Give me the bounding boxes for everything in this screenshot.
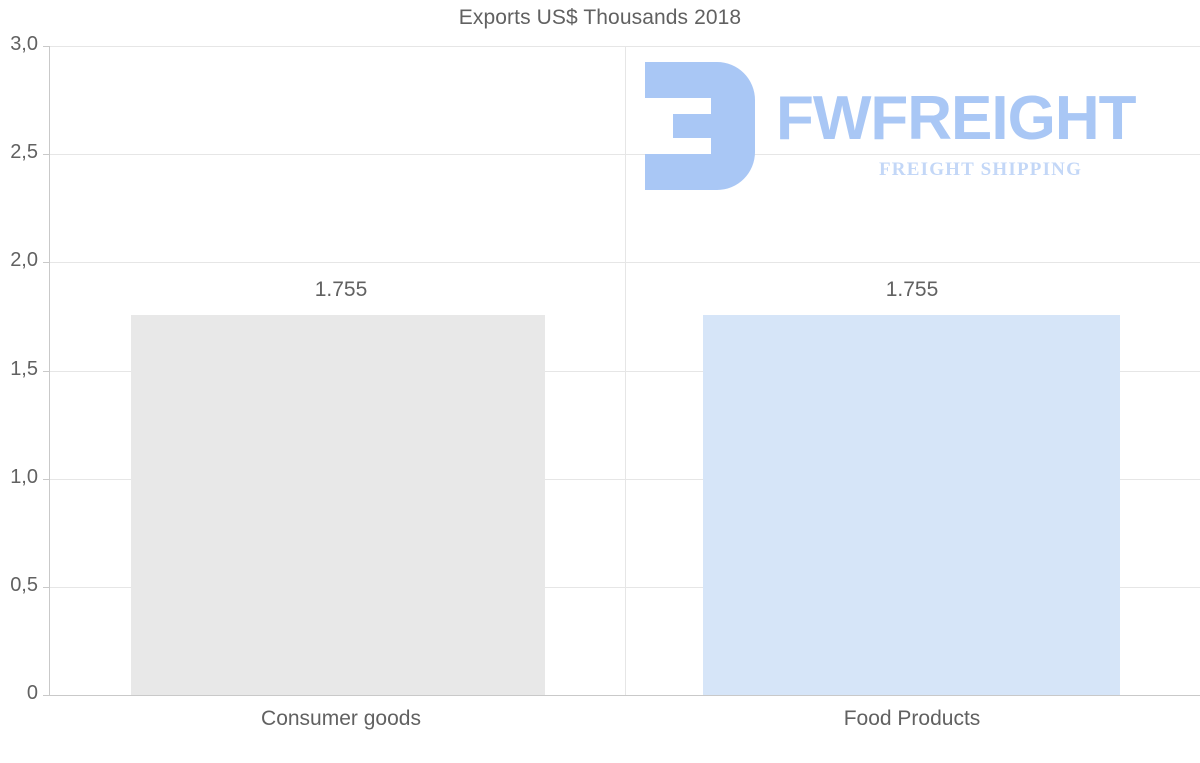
bar-food-products[interactable] (703, 315, 1120, 695)
y-tick-label-2-0: 2,0 (10, 249, 38, 271)
bar-value-label-consumer-goods: 1.755 (314, 278, 368, 301)
gridline-2-0 (49, 262, 1200, 263)
bar-consumer-goods[interactable] (131, 315, 545, 695)
y-tick-mark-1-5 (43, 371, 50, 372)
y-tick-label-0-5: 0,5 (10, 574, 38, 596)
gridline-1-5 (49, 371, 1200, 372)
x-tick-label-consumer-goods: Consumer goods (261, 707, 421, 730)
x-tick-label-food-products: Food Products (843, 707, 981, 730)
y-tick-label-1-0: 1,0 (10, 466, 38, 488)
y-tick-label-1-5: 1,5 (10, 358, 38, 380)
vertical-gridline-category-divider (625, 46, 626, 695)
bar-value-label-food-products: 1.755 (885, 278, 939, 301)
gridline-baseline (49, 695, 1200, 696)
y-tick-mark-3-0 (43, 46, 50, 47)
y-tick-label-3-0: 3,0 (10, 33, 38, 55)
y-tick-label-2-5: 2,5 (10, 141, 38, 163)
chart-title: Exports US$ Thousands 2018 (458, 6, 742, 29)
gridline-1-0 (49, 479, 1200, 480)
y-tick-mark-0-5 (43, 587, 50, 588)
gridline-3-0 (49, 46, 1200, 47)
y-tick-mark-2-0 (43, 262, 50, 263)
y-tick-label-0: 0 (26, 682, 38, 704)
plot-area (49, 46, 1200, 696)
gridline-2-5 (49, 154, 1200, 155)
y-tick-mark-0 (43, 695, 50, 696)
y-tick-mark-2-5 (43, 154, 50, 155)
y-tick-mark-1-0 (43, 479, 50, 480)
gridline-0-5 (49, 587, 1200, 588)
